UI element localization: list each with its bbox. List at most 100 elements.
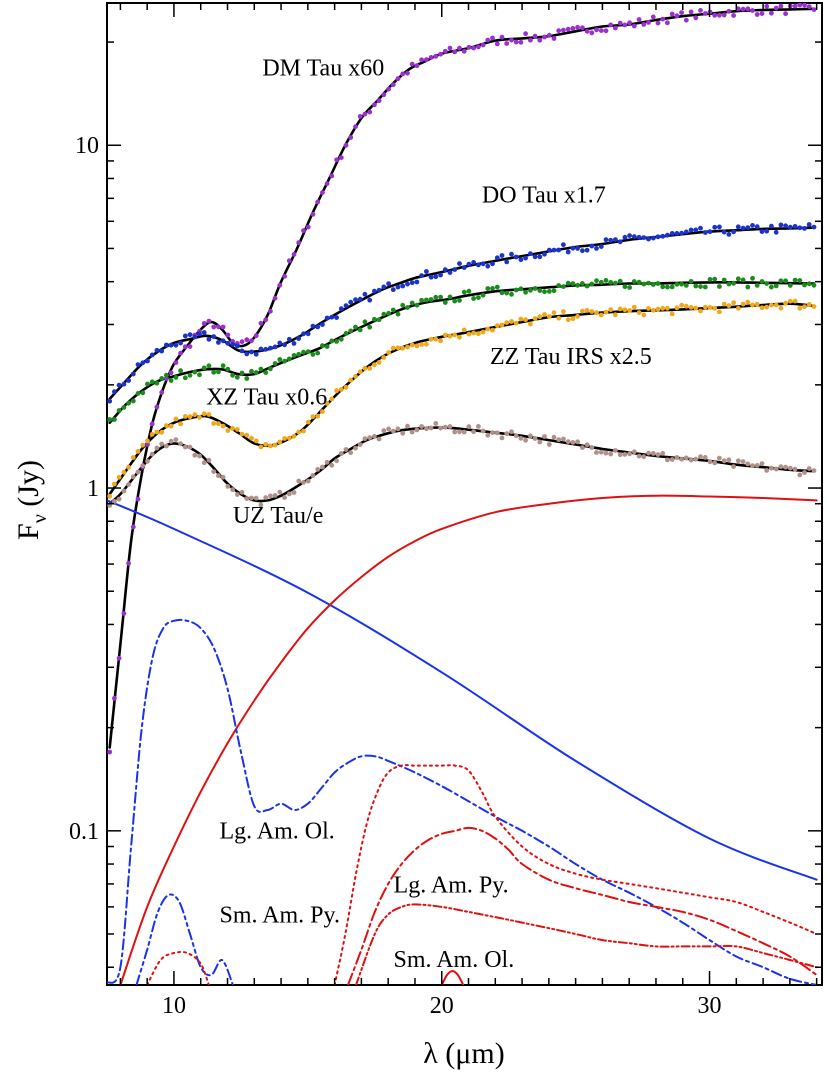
data-point-xz-tau-x0-6 bbox=[192, 369, 198, 375]
label-do-tau-x1-7: DO Tau x1.7 bbox=[482, 183, 606, 209]
data-point-dm-tau-x60 bbox=[754, 12, 760, 17]
data-point-dm-tau-x60 bbox=[409, 61, 415, 67]
data-point-xz-tau-x0-6 bbox=[769, 284, 774, 290]
data-point-do-tau-x1-7 bbox=[315, 324, 321, 330]
data-point-uz-tau-e bbox=[258, 502, 264, 508]
data-point-xz-tau-x0-6 bbox=[145, 381, 150, 387]
data-point-uz-tau-e bbox=[745, 461, 751, 467]
data-point-zz-tau-irs-x2-5 bbox=[717, 309, 722, 315]
data-point-dm-tau-x60 bbox=[386, 86, 391, 92]
data-point-xz-tau-x0-6 bbox=[135, 391, 141, 396]
data-point-xz-tau-x0-6 bbox=[792, 277, 798, 283]
data-point-uz-tau-e bbox=[778, 464, 784, 469]
data-point-xz-tau-x0-6 bbox=[272, 361, 278, 366]
data-point-do-tau-x1-7 bbox=[253, 351, 259, 357]
data-point-uz-tau-e bbox=[461, 429, 467, 435]
data-point-uz-tau-e bbox=[173, 437, 179, 442]
data-point-do-tau-x1-7 bbox=[731, 229, 736, 235]
data-point-uz-tau-e bbox=[546, 442, 552, 447]
data-point-xz-tau-x0-6 bbox=[357, 327, 363, 333]
data-point-dm-tau-x60 bbox=[778, 3, 784, 9]
data-point-dm-tau-x60 bbox=[447, 45, 453, 51]
series-line-blackbody-red bbox=[119, 494, 818, 985]
y-axis-label-main: F bbox=[12, 523, 45, 540]
data-point-uz-tau-e bbox=[126, 482, 131, 487]
data-point-do-tau-x1-7 bbox=[617, 239, 623, 245]
data-point-do-tau-x1-7 bbox=[466, 261, 472, 267]
data-point-zz-tau-irs-x2-5 bbox=[745, 299, 751, 305]
data-point-dm-tau-x60 bbox=[726, 8, 732, 14]
data-point-do-tau-x1-7 bbox=[348, 299, 354, 305]
data-point-uz-tau-e bbox=[405, 423, 410, 429]
data-point-uz-tau-e bbox=[811, 468, 817, 473]
data-point-uz-tau-e bbox=[197, 453, 202, 459]
data-point-dm-tau-x60 bbox=[740, 6, 746, 12]
data-point-xz-tau-x0-6 bbox=[750, 275, 755, 281]
data-point-dm-tau-x60 bbox=[594, 27, 599, 33]
data-point-zz-tau-irs-x2-5 bbox=[211, 421, 217, 426]
data-point-zz-tau-irs-x2-5 bbox=[693, 305, 699, 311]
data-point-zz-tau-irs-x2-5 bbox=[130, 455, 136, 460]
series-line-lg-am-py bbox=[333, 764, 818, 985]
data-point-zz-tau-irs-x2-5 bbox=[305, 419, 311, 425]
data-point-zz-tau-irs-x2-5 bbox=[367, 366, 373, 371]
data-point-do-tau-x1-7 bbox=[811, 224, 817, 230]
data-point-do-tau-x1-7 bbox=[334, 315, 339, 320]
data-point-dm-tau-x60 bbox=[773, 5, 779, 11]
data-point-xz-tau-x0-6 bbox=[268, 366, 273, 372]
data-point-zz-tau-irs-x2-5 bbox=[405, 344, 410, 350]
data-point-dm-tau-x60 bbox=[556, 28, 562, 34]
data-point-zz-tau-irs-x2-5 bbox=[442, 332, 448, 338]
data-point-dm-tau-x60 bbox=[357, 114, 363, 119]
data-point-zz-tau-irs-x2-5 bbox=[353, 374, 358, 379]
y-axis-label: Fν (Jy) bbox=[12, 460, 51, 540]
data-point-xz-tau-x0-6 bbox=[140, 390, 146, 396]
data-point-uz-tau-e bbox=[523, 437, 528, 443]
data-point-do-tau-x1-7 bbox=[192, 334, 198, 340]
data-point-dm-tau-x60 bbox=[532, 33, 538, 39]
data-point-zz-tau-irs-x2-5 bbox=[272, 442, 278, 448]
data-point-xz-tau-x0-6 bbox=[797, 278, 803, 283]
data-point-dm-tau-x60 bbox=[523, 31, 528, 37]
data-point-do-tau-x1-7 bbox=[806, 222, 812, 227]
data-point-do-tau-x1-7 bbox=[121, 381, 127, 387]
data-point-uz-tau-e bbox=[414, 427, 420, 433]
data-point-dm-tau-x60 bbox=[438, 51, 443, 57]
data-point-xz-tau-x0-6 bbox=[201, 365, 207, 371]
data-point-uz-tau-e bbox=[253, 495, 259, 501]
data-point-xz-tau-x0-6 bbox=[641, 281, 647, 287]
data-point-zz-tau-irs-x2-5 bbox=[504, 320, 510, 325]
ticks-layer: 10 20 30 0.1 1 10 bbox=[69, 3, 822, 1019]
data-point-uz-tau-e bbox=[584, 442, 590, 448]
data-point-do-tau-x1-7 bbox=[428, 274, 434, 280]
data-point-zz-tau-irs-x2-5 bbox=[291, 433, 297, 439]
data-point-xz-tau-x0-6 bbox=[234, 374, 240, 380]
data-point-do-tau-x1-7 bbox=[721, 229, 727, 235]
data-point-xz-tau-x0-6 bbox=[660, 284, 666, 290]
data-point-xz-tau-x0-6 bbox=[263, 370, 269, 375]
data-point-xz-tau-x0-6 bbox=[296, 351, 302, 357]
data-point-zz-tau-irs-x2-5 bbox=[263, 442, 269, 447]
data-point-xz-tau-x0-6 bbox=[386, 310, 391, 316]
data-point-do-tau-x1-7 bbox=[164, 342, 169, 348]
data-point-uz-tau-e bbox=[693, 456, 699, 462]
data-point-do-tau-x1-7 bbox=[759, 229, 765, 235]
data-point-zz-tau-irs-x2-5 bbox=[315, 413, 321, 419]
data-point-uz-tau-e bbox=[594, 450, 599, 455]
data-point-do-tau-x1-7 bbox=[405, 281, 410, 287]
data-point-dm-tau-x60 bbox=[641, 22, 647, 27]
data-point-xz-tau-x0-6 bbox=[679, 281, 684, 287]
data-point-uz-tau-e bbox=[159, 441, 165, 447]
data-point-dm-tau-x60 bbox=[244, 337, 250, 343]
data-point-uz-tau-e bbox=[367, 435, 373, 440]
data-point-dm-tau-x60 bbox=[305, 224, 311, 230]
data-point-dm-tau-x60 bbox=[216, 324, 221, 330]
data-point-uz-tau-e bbox=[754, 463, 760, 468]
data-point-xz-tau-x0-6 bbox=[570, 281, 576, 286]
data-point-dm-tau-x60 bbox=[324, 181, 330, 187]
data-point-zz-tau-irs-x2-5 bbox=[457, 334, 462, 340]
data-point-uz-tau-e bbox=[230, 487, 236, 493]
data-point-xz-tau-x0-6 bbox=[390, 307, 396, 313]
series-line-sm-am-ol bbox=[347, 826, 818, 985]
data-point-do-tau-x1-7 bbox=[561, 242, 566, 248]
